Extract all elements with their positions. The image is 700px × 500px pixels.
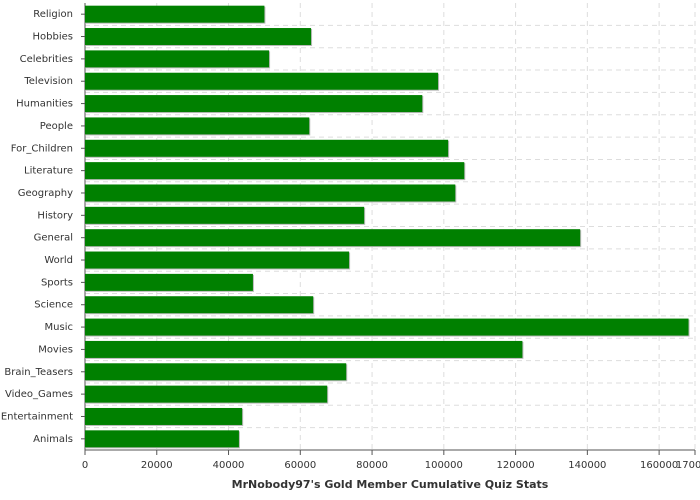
bar — [85, 385, 328, 403]
bar — [85, 28, 312, 46]
x-tick-label: 60000 — [284, 460, 316, 471]
y-tick-label: Humanities — [16, 99, 73, 110]
y-tick-label: For_Children — [11, 143, 73, 154]
y-tick-label: Animals — [33, 434, 73, 445]
bar — [85, 72, 439, 90]
y-tick-label: Music — [45, 322, 73, 333]
y-tick-label: World — [44, 255, 73, 266]
bar — [85, 340, 523, 358]
y-tick-label: History — [37, 210, 73, 221]
bar — [85, 318, 689, 336]
bar — [85, 162, 465, 180]
bar — [85, 50, 270, 68]
bar — [85, 229, 581, 247]
y-tick-label: Hobbies — [33, 32, 73, 43]
y-tick-label: Science — [34, 300, 73, 311]
bar — [85, 117, 310, 135]
y-tick-label: Celebrities — [20, 54, 73, 65]
x-tick-label: 170000 — [676, 460, 700, 471]
bar — [85, 296, 314, 314]
bar — [85, 5, 265, 23]
bar — [85, 273, 253, 291]
y-tick-label: People — [40, 121, 73, 132]
bar — [85, 139, 449, 157]
y-tick-label: Religion — [33, 9, 73, 20]
y-tick-label: Sports — [41, 277, 73, 288]
y-tick-label: Entertainment — [1, 411, 73, 422]
x-tick-label: 40000 — [213, 460, 245, 471]
x-tick-label: 140000 — [568, 460, 606, 471]
x-tick-label: 160000 — [640, 460, 678, 471]
y-tick-label: Geography — [18, 188, 73, 199]
bar — [85, 251, 350, 269]
y-tick-label: Movies — [38, 344, 73, 355]
y-tick-label: Video_Games — [5, 389, 73, 400]
x-tick-label: 0 — [82, 460, 88, 471]
x-tick-label: 100000 — [425, 460, 463, 471]
bar — [85, 184, 456, 202]
x-tick-label: 80000 — [356, 460, 388, 471]
bar — [85, 430, 239, 448]
y-tick-label: Brain_Teasers — [4, 367, 73, 378]
y-tick-label: Literature — [24, 166, 73, 177]
y-tick-label: Television — [23, 76, 73, 87]
y-tick-label: General — [34, 233, 73, 244]
bar — [85, 206, 365, 224]
x-tick-label: 120000 — [496, 460, 534, 471]
bar — [85, 95, 423, 113]
chart-title: MrNobody97's Gold Member Cumulative Quiz… — [232, 478, 549, 491]
bar — [85, 363, 347, 381]
bar — [85, 407, 243, 425]
x-tick-label: 20000 — [141, 460, 173, 471]
